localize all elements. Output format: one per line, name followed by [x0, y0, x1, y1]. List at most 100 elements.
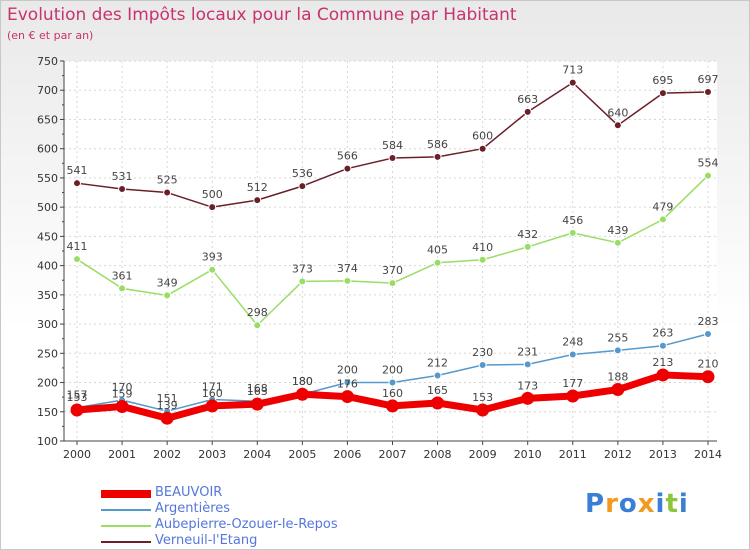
- data-point: [388, 279, 397, 288]
- data-label: 163: [247, 385, 268, 398]
- legend-swatch: [101, 490, 151, 498]
- data-label: 200: [337, 364, 358, 377]
- y-tick-label: 250: [37, 347, 58, 360]
- data-point: [658, 89, 667, 98]
- data-point: [613, 346, 622, 355]
- data-point: [523, 107, 532, 116]
- data-point: [73, 255, 81, 264]
- data-label: 500: [202, 188, 223, 201]
- data-point: [205, 399, 219, 413]
- data-label: 554: [697, 157, 718, 170]
- data-label: 663: [517, 93, 538, 106]
- data-label: 151: [157, 392, 178, 405]
- x-tick-label: 2012: [604, 448, 632, 461]
- data-point: [613, 121, 622, 130]
- y-tick-label: 300: [37, 318, 58, 331]
- data-point: [568, 350, 577, 359]
- data-point: [163, 188, 172, 197]
- data-label: 393: [202, 251, 223, 264]
- chart-subtitle: (en € et par an): [7, 29, 94, 42]
- y-tick-label: 550: [37, 172, 58, 185]
- data-point: [433, 371, 442, 380]
- data-label: 411: [67, 240, 88, 253]
- data-point: [115, 400, 129, 414]
- legend-swatch: [101, 541, 151, 543]
- x-tick-label: 2005: [288, 448, 316, 461]
- x-tick-label: 2014: [694, 448, 722, 461]
- logo-letter: t: [665, 489, 679, 519]
- x-tick-label: 2008: [424, 448, 452, 461]
- data-label: 432: [517, 228, 538, 241]
- data-label: 177: [562, 377, 583, 390]
- y-tick-label: 100: [37, 435, 58, 448]
- y-tick-label: 350: [37, 289, 58, 302]
- data-point: [250, 397, 264, 411]
- data-label: 586: [427, 138, 448, 151]
- data-label: 695: [652, 74, 673, 87]
- data-label: 373: [292, 262, 313, 275]
- logo-letter: o: [618, 489, 638, 519]
- data-label: 512: [247, 181, 268, 194]
- x-tick-label: 2004: [243, 448, 271, 461]
- data-label: 212: [427, 357, 448, 370]
- data-label: 600: [472, 130, 493, 143]
- y-tick-label: 700: [37, 84, 58, 97]
- data-label: 153: [472, 391, 493, 404]
- data-point: [295, 387, 309, 401]
- data-label: 370: [382, 264, 403, 277]
- data-point: [566, 389, 580, 403]
- data-point: [703, 171, 712, 180]
- data-label: 531: [112, 170, 133, 183]
- data-label: 541: [67, 164, 88, 177]
- y-tick-label: 400: [37, 260, 58, 273]
- data-point: [343, 378, 352, 387]
- data-point: [385, 399, 399, 413]
- data-point: [253, 321, 262, 330]
- data-point: [118, 185, 127, 194]
- data-point: [433, 152, 442, 161]
- x-tick-label: 2009: [469, 448, 497, 461]
- data-point: [298, 182, 307, 191]
- y-tick-label: 150: [37, 406, 58, 419]
- plot-area: [64, 61, 717, 441]
- legend-swatch: [101, 509, 151, 511]
- data-label: 566: [337, 150, 358, 163]
- data-point: [703, 330, 712, 339]
- data-label: 536: [292, 167, 313, 180]
- data-point: [613, 238, 622, 247]
- data-point: [431, 396, 445, 410]
- data-label: 283: [697, 315, 718, 328]
- data-point: [611, 383, 625, 397]
- data-point: [298, 277, 307, 286]
- data-point: [163, 291, 172, 300]
- x-tick-label: 2002: [153, 448, 181, 461]
- data-label: 255: [607, 331, 628, 344]
- data-label: 173: [517, 379, 538, 392]
- data-label: 168: [247, 382, 268, 395]
- data-label: 298: [247, 306, 268, 319]
- data-label: 230: [472, 346, 493, 359]
- legend-label: BEAUVOIR: [155, 485, 223, 500]
- data-label: 160: [382, 387, 403, 400]
- y-tick-label: 450: [37, 230, 58, 243]
- y-tick-label: 500: [37, 201, 58, 214]
- chart-title: Evolution des Impôts locaux pour la Comm…: [7, 5, 517, 25]
- x-tick-label: 2001: [108, 448, 136, 461]
- data-label: 139: [157, 399, 178, 412]
- data-point: [253, 196, 262, 205]
- data-point: [523, 242, 532, 251]
- data-point: [658, 215, 667, 224]
- data-point: [433, 258, 442, 267]
- data-point: [388, 378, 397, 387]
- data-point: [70, 403, 84, 417]
- x-tick-label: 2006: [333, 448, 361, 461]
- line-chart: 100 150 200 250 300 350 400 450 500 550 600 650 700 7…: [37, 55, 722, 461]
- data-label: 170: [112, 381, 133, 394]
- data-label: 248: [562, 335, 583, 348]
- x-tick-label: 2007: [378, 448, 406, 461]
- data-label: 200: [382, 364, 403, 377]
- data-point: [568, 228, 577, 237]
- data-label: 159: [112, 388, 133, 401]
- data-label: 188: [607, 371, 628, 384]
